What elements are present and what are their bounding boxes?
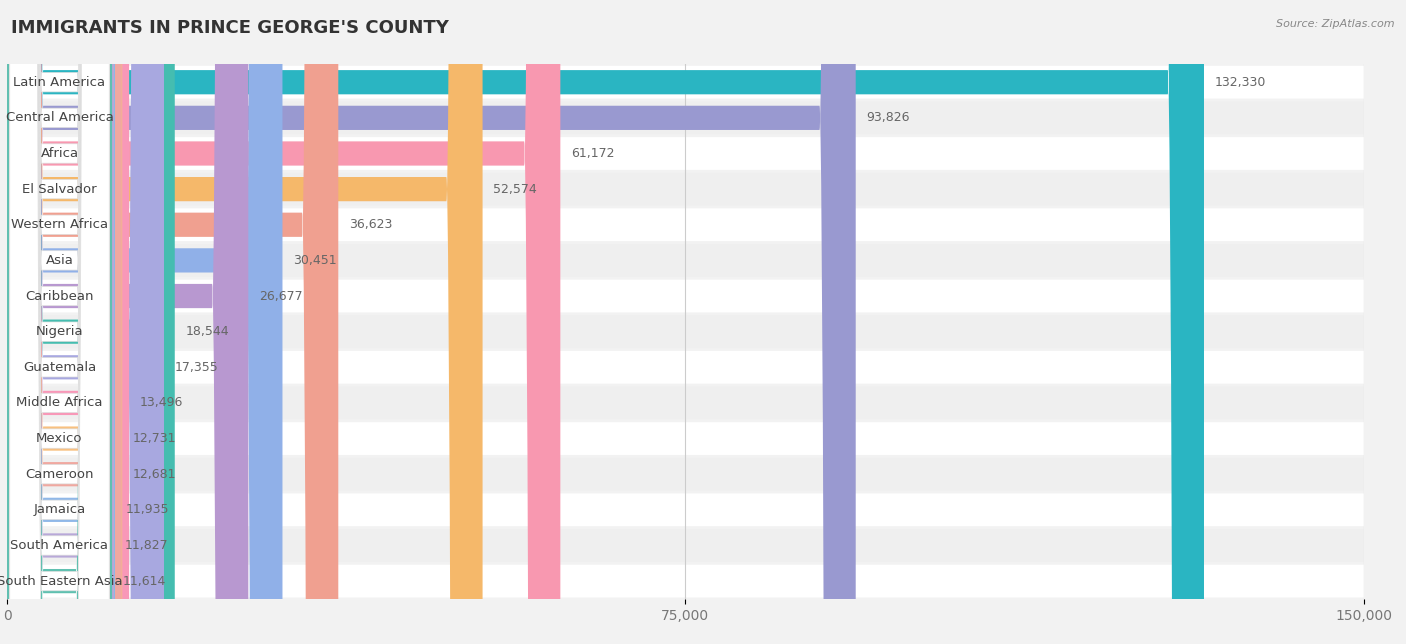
Text: Jamaica: Jamaica: [34, 504, 86, 516]
FancyBboxPatch shape: [10, 0, 110, 644]
FancyBboxPatch shape: [10, 0, 110, 644]
FancyBboxPatch shape: [10, 0, 110, 644]
FancyBboxPatch shape: [10, 0, 110, 644]
FancyBboxPatch shape: [10, 0, 110, 644]
Text: Central America: Central America: [6, 111, 114, 124]
Text: 36,623: 36,623: [349, 218, 392, 231]
FancyBboxPatch shape: [7, 529, 1364, 562]
Text: Africa: Africa: [41, 147, 79, 160]
Text: 11,614: 11,614: [122, 574, 166, 587]
Text: 13,496: 13,496: [141, 397, 183, 410]
FancyBboxPatch shape: [7, 102, 1364, 134]
Text: Caribbean: Caribbean: [25, 290, 94, 303]
FancyBboxPatch shape: [10, 0, 110, 644]
FancyBboxPatch shape: [7, 173, 1364, 205]
FancyBboxPatch shape: [7, 0, 482, 644]
Text: 52,574: 52,574: [494, 183, 537, 196]
Text: 11,935: 11,935: [127, 504, 169, 516]
Text: 11,827: 11,827: [125, 539, 169, 552]
Text: 26,677: 26,677: [259, 290, 302, 303]
FancyBboxPatch shape: [7, 0, 561, 644]
FancyBboxPatch shape: [7, 565, 1364, 598]
Text: Latin America: Latin America: [14, 76, 105, 89]
FancyBboxPatch shape: [7, 422, 1364, 455]
Text: 61,172: 61,172: [571, 147, 614, 160]
FancyBboxPatch shape: [7, 279, 1364, 312]
Text: 30,451: 30,451: [294, 254, 337, 267]
Text: Guatemala: Guatemala: [22, 361, 96, 374]
Text: 18,544: 18,544: [186, 325, 229, 338]
FancyBboxPatch shape: [7, 386, 1364, 419]
Text: 93,826: 93,826: [866, 111, 910, 124]
Text: Asia: Asia: [45, 254, 73, 267]
FancyBboxPatch shape: [7, 458, 1364, 491]
FancyBboxPatch shape: [7, 0, 339, 644]
Text: Middle Africa: Middle Africa: [17, 397, 103, 410]
FancyBboxPatch shape: [7, 0, 122, 644]
Text: Source: ZipAtlas.com: Source: ZipAtlas.com: [1277, 19, 1395, 30]
FancyBboxPatch shape: [7, 0, 1204, 644]
FancyBboxPatch shape: [7, 66, 1364, 99]
FancyBboxPatch shape: [7, 351, 1364, 384]
FancyBboxPatch shape: [7, 209, 1364, 241]
FancyBboxPatch shape: [10, 0, 110, 644]
FancyBboxPatch shape: [10, 0, 110, 644]
Text: Nigeria: Nigeria: [35, 325, 83, 338]
FancyBboxPatch shape: [7, 0, 122, 644]
Text: Western Africa: Western Africa: [11, 218, 108, 231]
Text: 132,330: 132,330: [1215, 76, 1267, 89]
FancyBboxPatch shape: [7, 0, 129, 644]
Text: IMMIGRANTS IN PRINCE GEORGE'S COUNTY: IMMIGRANTS IN PRINCE GEORGE'S COUNTY: [11, 19, 449, 37]
FancyBboxPatch shape: [10, 0, 110, 644]
FancyBboxPatch shape: [7, 0, 174, 644]
Text: El Salvador: El Salvador: [22, 183, 97, 196]
FancyBboxPatch shape: [10, 0, 110, 644]
FancyBboxPatch shape: [7, 137, 1364, 170]
FancyBboxPatch shape: [10, 0, 110, 644]
FancyBboxPatch shape: [10, 0, 110, 644]
Text: 12,681: 12,681: [132, 468, 176, 480]
FancyBboxPatch shape: [7, 244, 1364, 277]
FancyBboxPatch shape: [10, 0, 110, 644]
FancyBboxPatch shape: [7, 316, 1364, 348]
Text: Mexico: Mexico: [37, 432, 83, 445]
FancyBboxPatch shape: [7, 0, 856, 644]
FancyBboxPatch shape: [7, 0, 114, 644]
FancyBboxPatch shape: [10, 0, 110, 644]
Text: Cameroon: Cameroon: [25, 468, 94, 480]
FancyBboxPatch shape: [7, 493, 1364, 526]
FancyBboxPatch shape: [7, 0, 112, 644]
FancyBboxPatch shape: [10, 0, 110, 644]
FancyBboxPatch shape: [7, 0, 283, 644]
FancyBboxPatch shape: [7, 0, 115, 644]
Text: South America: South America: [10, 539, 108, 552]
FancyBboxPatch shape: [7, 0, 249, 644]
Text: 12,731: 12,731: [134, 432, 177, 445]
FancyBboxPatch shape: [7, 0, 165, 644]
Text: South Eastern Asia: South Eastern Asia: [0, 574, 122, 587]
Text: 17,355: 17,355: [174, 361, 218, 374]
